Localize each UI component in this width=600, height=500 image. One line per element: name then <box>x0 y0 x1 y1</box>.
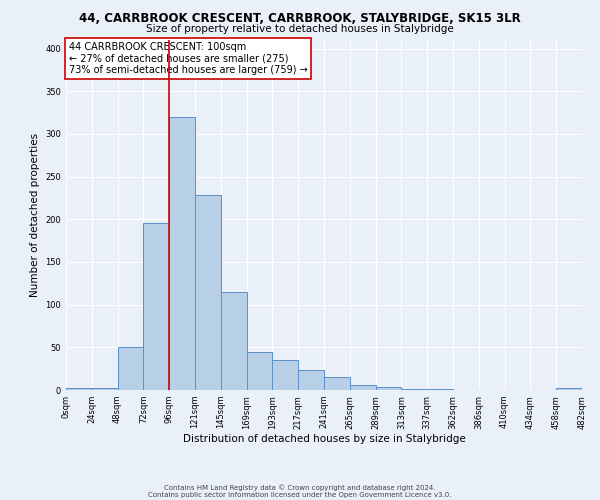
Bar <box>556 388 582 390</box>
Bar <box>247 352 272 390</box>
Bar <box>427 389 453 390</box>
Bar <box>118 348 143 390</box>
Bar <box>272 360 298 390</box>
Bar <box>401 389 427 390</box>
Bar <box>324 377 350 390</box>
Bar <box>298 370 324 390</box>
Text: Size of property relative to detached houses in Stalybridge: Size of property relative to detached ho… <box>146 24 454 34</box>
Text: 44 CARRBROOK CRESCENT: 100sqm
← 27% of detached houses are smaller (275)
73% of : 44 CARRBROOK CRESCENT: 100sqm ← 27% of d… <box>68 42 307 75</box>
Bar <box>376 388 401 390</box>
Text: Contains public sector information licensed under the Open Government Licence v3: Contains public sector information licen… <box>148 492 452 498</box>
Text: Contains HM Land Registry data © Crown copyright and database right 2024.: Contains HM Land Registry data © Crown c… <box>164 484 436 491</box>
Text: 44, CARRBROOK CRESCENT, CARRBROOK, STALYBRIDGE, SK15 3LR: 44, CARRBROOK CRESCENT, CARRBROOK, STALY… <box>79 12 521 26</box>
Bar <box>92 388 118 390</box>
Bar <box>195 196 221 390</box>
Bar <box>143 222 169 390</box>
X-axis label: Distribution of detached houses by size in Stalybridge: Distribution of detached houses by size … <box>182 434 466 444</box>
Bar <box>221 292 247 390</box>
Bar <box>66 388 92 390</box>
Bar <box>350 385 376 390</box>
Bar <box>169 117 195 390</box>
Y-axis label: Number of detached properties: Number of detached properties <box>30 133 40 297</box>
